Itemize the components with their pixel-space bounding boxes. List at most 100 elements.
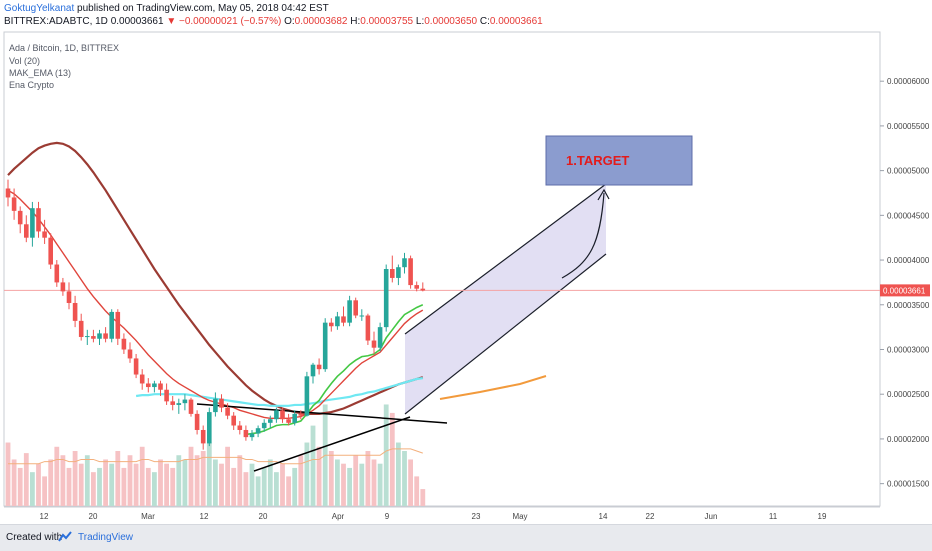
volume-bar bbox=[310, 425, 316, 506]
candle-body bbox=[304, 376, 310, 416]
volume-bar bbox=[176, 455, 182, 506]
legend-vol[interactable]: Vol (20) bbox=[9, 56, 41, 66]
volume-bar bbox=[72, 451, 78, 506]
volume-bar bbox=[255, 476, 261, 506]
y-tick-label: 0.00004000 bbox=[887, 256, 930, 265]
volume-bar bbox=[316, 446, 322, 506]
candle-body bbox=[127, 349, 133, 359]
volume-bar bbox=[225, 446, 230, 506]
price-chart[interactable]: 0.00001500 0.00002000 0.00002500 0.00003000… bbox=[0, 0, 932, 524]
candle-body bbox=[30, 208, 35, 238]
candle-body bbox=[310, 364, 316, 377]
volume-bar bbox=[377, 463, 383, 506]
y-tick-label: 0.00003000 bbox=[887, 345, 930, 354]
volume-bar bbox=[200, 451, 206, 506]
candle-body bbox=[78, 320, 84, 337]
low-value: 0.00003650 bbox=[424, 16, 478, 27]
volume-bar bbox=[383, 404, 389, 506]
volume-bar bbox=[365, 451, 371, 506]
candle-body bbox=[255, 428, 261, 434]
y-tick-label: 0.00005500 bbox=[887, 122, 930, 131]
volume-bar bbox=[11, 459, 17, 506]
candle-body bbox=[298, 413, 304, 416]
candle-body bbox=[207, 412, 212, 444]
candle-body bbox=[54, 264, 60, 283]
open-label: O: bbox=[284, 16, 295, 27]
candle-body bbox=[146, 383, 151, 388]
candle-body bbox=[292, 413, 297, 423]
candle-body bbox=[188, 399, 194, 414]
volume-bar bbox=[274, 472, 279, 506]
candle-body bbox=[414, 285, 419, 289]
volume-bar bbox=[194, 455, 200, 506]
volume-bar bbox=[414, 476, 420, 506]
x-tick-label: May bbox=[512, 512, 527, 521]
volume-bar bbox=[353, 455, 359, 506]
candle-body bbox=[316, 364, 322, 370]
volume-bar bbox=[359, 463, 365, 506]
candle-body bbox=[341, 316, 346, 323]
candle-body bbox=[219, 398, 224, 408]
volume-bar bbox=[84, 455, 90, 506]
candle-body bbox=[213, 398, 218, 413]
volume-bar bbox=[237, 455, 243, 506]
candle-body bbox=[121, 338, 127, 350]
x-tick-label: 23 bbox=[472, 512, 481, 521]
volume-bar bbox=[371, 459, 377, 506]
volume-bar bbox=[396, 442, 401, 506]
volume-bar bbox=[103, 459, 108, 506]
green-ma-line bbox=[245, 304, 424, 436]
legend-ema[interactable]: MAK_EMA (13) bbox=[9, 68, 72, 78]
volume-bar bbox=[164, 463, 169, 506]
volume-bar bbox=[347, 467, 352, 506]
price-change: −0.00000021 (−0.57%) bbox=[179, 16, 282, 27]
tradingview-brand-link[interactable]: TradingView bbox=[78, 532, 134, 543]
candle-body bbox=[390, 269, 395, 278]
candle-body bbox=[115, 311, 121, 339]
target-label: 1.TARGET bbox=[566, 153, 629, 168]
last-price-tag-label: 0.00003661 bbox=[883, 286, 926, 295]
volume-bar bbox=[115, 451, 121, 506]
volume-bar bbox=[328, 451, 334, 506]
volume-bar bbox=[261, 467, 267, 506]
volume-bar bbox=[170, 467, 176, 506]
ohlc-bar: BITTREX:ADABTC, 1D 0.00003661 ▼ −0.00000… bbox=[4, 16, 543, 27]
candle-body bbox=[274, 410, 279, 420]
volume-ma-line bbox=[8, 448, 423, 465]
candle-body bbox=[329, 322, 334, 327]
volume-bar bbox=[91, 472, 96, 506]
volume-bar bbox=[243, 472, 249, 506]
candle-body bbox=[17, 210, 23, 225]
x-tick-label: Apr bbox=[332, 512, 345, 521]
candle-body bbox=[194, 413, 200, 430]
volume-bar bbox=[121, 467, 127, 506]
footer-bar: Created with TradingView bbox=[0, 524, 932, 551]
volume-bar bbox=[145, 467, 151, 506]
candle-body bbox=[371, 340, 377, 348]
candle-body bbox=[36, 208, 41, 232]
candle-body bbox=[243, 429, 249, 438]
volume-bar bbox=[158, 459, 163, 506]
plot-frame bbox=[3, 31, 881, 507]
legend-indicator[interactable]: Ena Crypto bbox=[9, 80, 55, 90]
candle-body bbox=[322, 322, 328, 370]
publish-info: GoktugYelkanat published on TradingView.… bbox=[4, 3, 329, 14]
author-link[interactable]: GoktugYelkanat bbox=[4, 3, 75, 14]
down-triangle-icon: ▼ bbox=[166, 16, 177, 27]
candle-body bbox=[383, 269, 389, 328]
volume-bar bbox=[17, 467, 23, 506]
x-tick-label: 9 bbox=[385, 512, 390, 521]
candle-body bbox=[158, 383, 163, 390]
candle-body bbox=[164, 389, 169, 402]
triangle-top-line bbox=[196, 403, 448, 424]
last-price-tag bbox=[880, 284, 930, 297]
candle-body bbox=[182, 399, 188, 404]
volume-bar bbox=[97, 467, 102, 506]
publish-text: published on TradingView.com, May 05, 20… bbox=[77, 3, 329, 14]
candle-body bbox=[72, 302, 78, 321]
x-tick-label: 19 bbox=[818, 512, 827, 521]
candle-body bbox=[170, 401, 175, 405]
candle-body bbox=[133, 358, 139, 375]
candle-body bbox=[109, 311, 114, 339]
x-tick-label: 20 bbox=[259, 512, 268, 521]
